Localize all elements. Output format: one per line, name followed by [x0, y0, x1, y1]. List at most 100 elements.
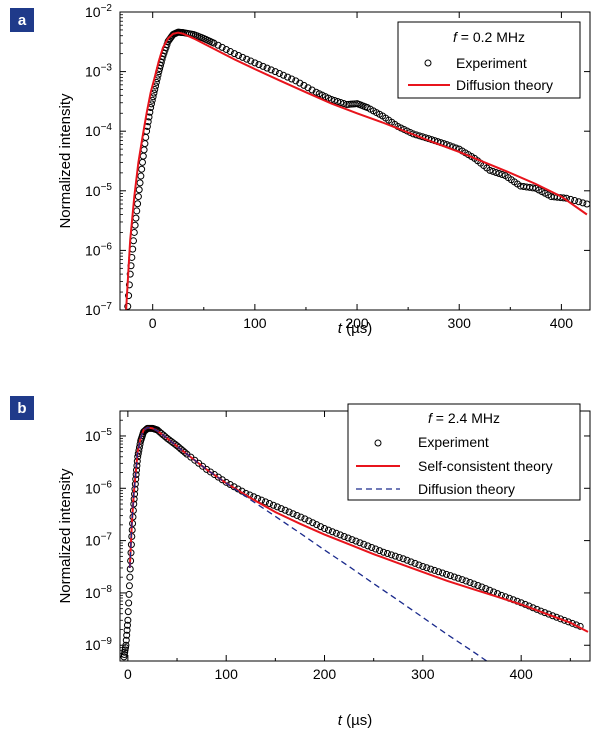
panel-b-series-experiment-point	[124, 616, 132, 624]
panel-a-series-group	[124, 28, 590, 320]
panel-b-series-experiment-point-fill	[125, 590, 133, 598]
panel-b-series-experiment-point	[399, 555, 407, 563]
panel-a-series-experiment-point-fill	[235, 52, 243, 60]
panel-a-series-experiment-point-fill	[495, 170, 503, 178]
panel-a-y-tick-label: 10−2	[85, 3, 112, 20]
panel-b-series-experiment-point	[301, 515, 309, 523]
panel-a-series-experiment-point-fill	[340, 100, 348, 108]
panel-b-series-experiment-point-fill	[407, 558, 415, 566]
panel-b-series-experiment-point-fill	[372, 545, 380, 553]
panel-a-y-tick-label: 10−4	[85, 122, 112, 139]
panel-a-series-experiment-point-fill	[124, 314, 130, 320]
panel-a-series-experiment-point-fill	[331, 97, 339, 105]
panel-a-series-experiment-point-fill	[259, 62, 267, 70]
panel-a-legend-entry-experiment: Experiment	[456, 55, 527, 71]
panel-b-legend-marker-experiment	[374, 439, 382, 447]
panel-a-series-experiment-point-fill	[489, 167, 497, 175]
panel-a-series-experiment-point-fill	[131, 221, 139, 229]
panel-a-series-experiment-point-fill	[300, 81, 308, 89]
panel-a-legend: f = 0.2 MHz Experiment Diffusion theory	[397, 21, 581, 99]
panel-b-series-experiment-point-fill	[269, 501, 277, 509]
panel-a-series-experiment-point-fill	[337, 99, 345, 107]
panel-b-series-experiment-point-fill	[123, 621, 131, 629]
panel-a-series-experiment-point-fill	[334, 98, 342, 106]
panel-a-y-tick-label: 10−3	[85, 63, 112, 80]
panel-b-series-experiment-point-fill	[383, 550, 391, 558]
panel-a-series-experiment-point	[130, 228, 138, 236]
panel-a-axes: 0 100 200 300 400 10−7 10−6 10−5 10−4 10−3 10−2	[85, 3, 590, 331]
panel-b-series-experiment-point	[419, 562, 427, 570]
panel-b-series-experiment-point-fill	[442, 570, 450, 578]
panel-a-series-experiment-point	[251, 59, 259, 67]
panel-b-series-experiment-point-fill	[348, 536, 356, 544]
panel-b-series-experiment-point-fill	[466, 579, 474, 587]
panel-a-x-tick-label: 200	[345, 315, 369, 331]
panel-b-series-experiment-point-fill	[273, 503, 281, 511]
panel-b-y-axis-label: Normalized intensity	[57, 468, 74, 604]
panel-a-series-experiment-point-fill	[284, 73, 292, 81]
panel-b-y-tick-label: 10−8	[85, 584, 112, 601]
panel-a-series-experiment-point	[271, 68, 279, 76]
panel-b-series-experiment-point-fill	[395, 553, 403, 561]
panel-b-series-experiment-point-fill	[454, 574, 462, 582]
panel-b-series-experiment-point	[458, 576, 466, 584]
panel-b-axes: 0 100 200 300 400 10−9 10−8 10−7 10−6 10−5	[85, 411, 590, 682]
panel-b-series-experiment-point-fill	[317, 523, 325, 531]
panel-b-legend-entry-diffusion: Diffusion theory	[418, 481, 515, 497]
panel-b-y-tick-label: 10−5	[85, 427, 112, 444]
panel-b-series-experiment-point	[439, 569, 447, 577]
panel-b-series-experiment-point-fill	[265, 500, 273, 508]
panel-a-series-experiment-point-fill	[218, 43, 226, 51]
panel-a-series-experiment-point-fill	[125, 281, 133, 289]
panel-b-series-experiment-point	[340, 532, 348, 540]
panel-b-legend-entry-selfconsistent: Self-consistent theory	[418, 458, 553, 474]
panel-b-label: b	[17, 400, 26, 417]
panel-b: b 0 100 200 300 400 10−9 10−8 10−7 10−6 10−5 t (µ…	[10, 396, 591, 729]
panel-b-x-tick-label: 300	[411, 666, 435, 682]
panel-a-series-experiment-point-fill	[247, 57, 255, 65]
panel-a-series-experiment-point-fill	[529, 184, 537, 192]
panel-b-series-experiment-point-fill	[313, 521, 321, 529]
panel-a-x-tick-label: 100	[243, 315, 267, 331]
panel-b-series-experiment-point	[321, 525, 329, 533]
panel-b-series-experiment-point-fill	[285, 508, 293, 516]
panel-a-series-experiment-point-fill	[571, 197, 579, 205]
panel-a: a 0 100 200 300 40010−710−610−510−410−310−2 …	[10, 3, 591, 337]
panel-b-series-diffusion-theory-line	[129, 426, 488, 661]
panel-a-plot-area	[124, 28, 590, 320]
panel-a-series-experiment-point-fill	[138, 165, 146, 173]
panel-a-series-experiment-point-fill	[133, 207, 141, 215]
panel-b-x-tick-label: 200	[313, 666, 337, 682]
panel-b-y-tick-label: 10−9	[85, 636, 112, 653]
panel-a-series-experiment-point-fill	[222, 45, 230, 53]
panel-b-x-tick-label: 0	[124, 666, 132, 682]
panel-b-series-experiment-point-fill	[181, 448, 189, 456]
panel-a-series-experiment-point	[138, 158, 146, 166]
panel-a-series-experiment-point-fill	[492, 168, 500, 176]
panel-a-x-tick-label: 0	[149, 315, 157, 331]
panel-a-y-tick-label: 10−7	[85, 301, 112, 318]
panel-b-series-experiment-point-fill	[328, 528, 336, 536]
panel-b-series-experiment-point-fill	[125, 582, 133, 590]
panel-a-label-box	[10, 8, 34, 32]
panel-b-series-experiment-point-fill	[446, 572, 454, 580]
panel-b-legend-title: f = 2.4 MHz	[428, 410, 500, 426]
panel-b-series-experiment-point-fill	[415, 561, 423, 569]
panel-b-series-experiment-point-fill	[124, 608, 132, 616]
panel-a-series-experiment-point-fill	[498, 171, 506, 179]
panel-a-legend-marker-experiment	[424, 59, 432, 67]
panel-a-series-experiment-point-fill	[124, 302, 132, 310]
panel-a-series-experiment-point-fill	[137, 172, 145, 180]
panel-b-series-experiment-point-fill	[391, 552, 399, 560]
panel-a-series-experiment-point-fill	[308, 86, 316, 94]
panel-b-series-experiment-point-fill	[336, 531, 344, 539]
panel-a-series-experiment-point-fill	[226, 48, 234, 56]
panel-b-series-experiment-point-fill	[305, 517, 313, 525]
panel-b-series-experiment-point-fill	[344, 534, 352, 542]
panel-b-series-experiment-point	[262, 498, 270, 506]
panel-a-series-experiment-point-fill	[255, 61, 263, 69]
panel-a-series-experiment-point-fill	[214, 41, 222, 49]
panel-a-series-experiment-point-fill	[141, 140, 149, 148]
panel-a-series-experiment-point-fill	[559, 194, 567, 202]
